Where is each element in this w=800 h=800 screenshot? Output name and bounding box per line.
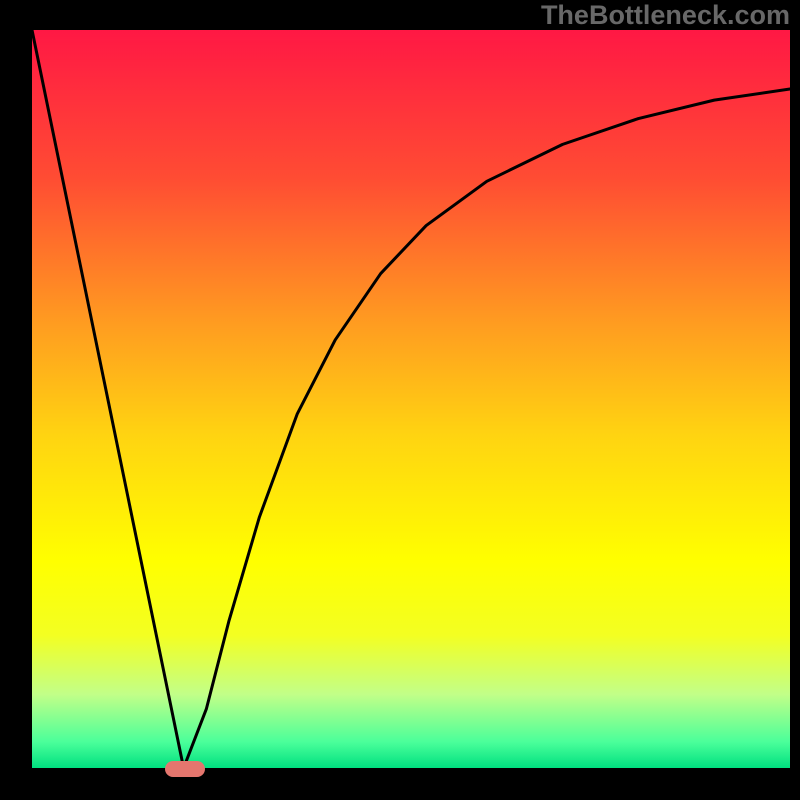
chart-frame: TheBottleneck.com bbox=[0, 0, 800, 800]
minimum-marker bbox=[165, 761, 205, 776]
watermark-text: TheBottleneck.com bbox=[541, 0, 790, 31]
curve-layer bbox=[32, 30, 790, 768]
plot-area bbox=[32, 30, 790, 768]
bottleneck-curve bbox=[32, 30, 790, 768]
